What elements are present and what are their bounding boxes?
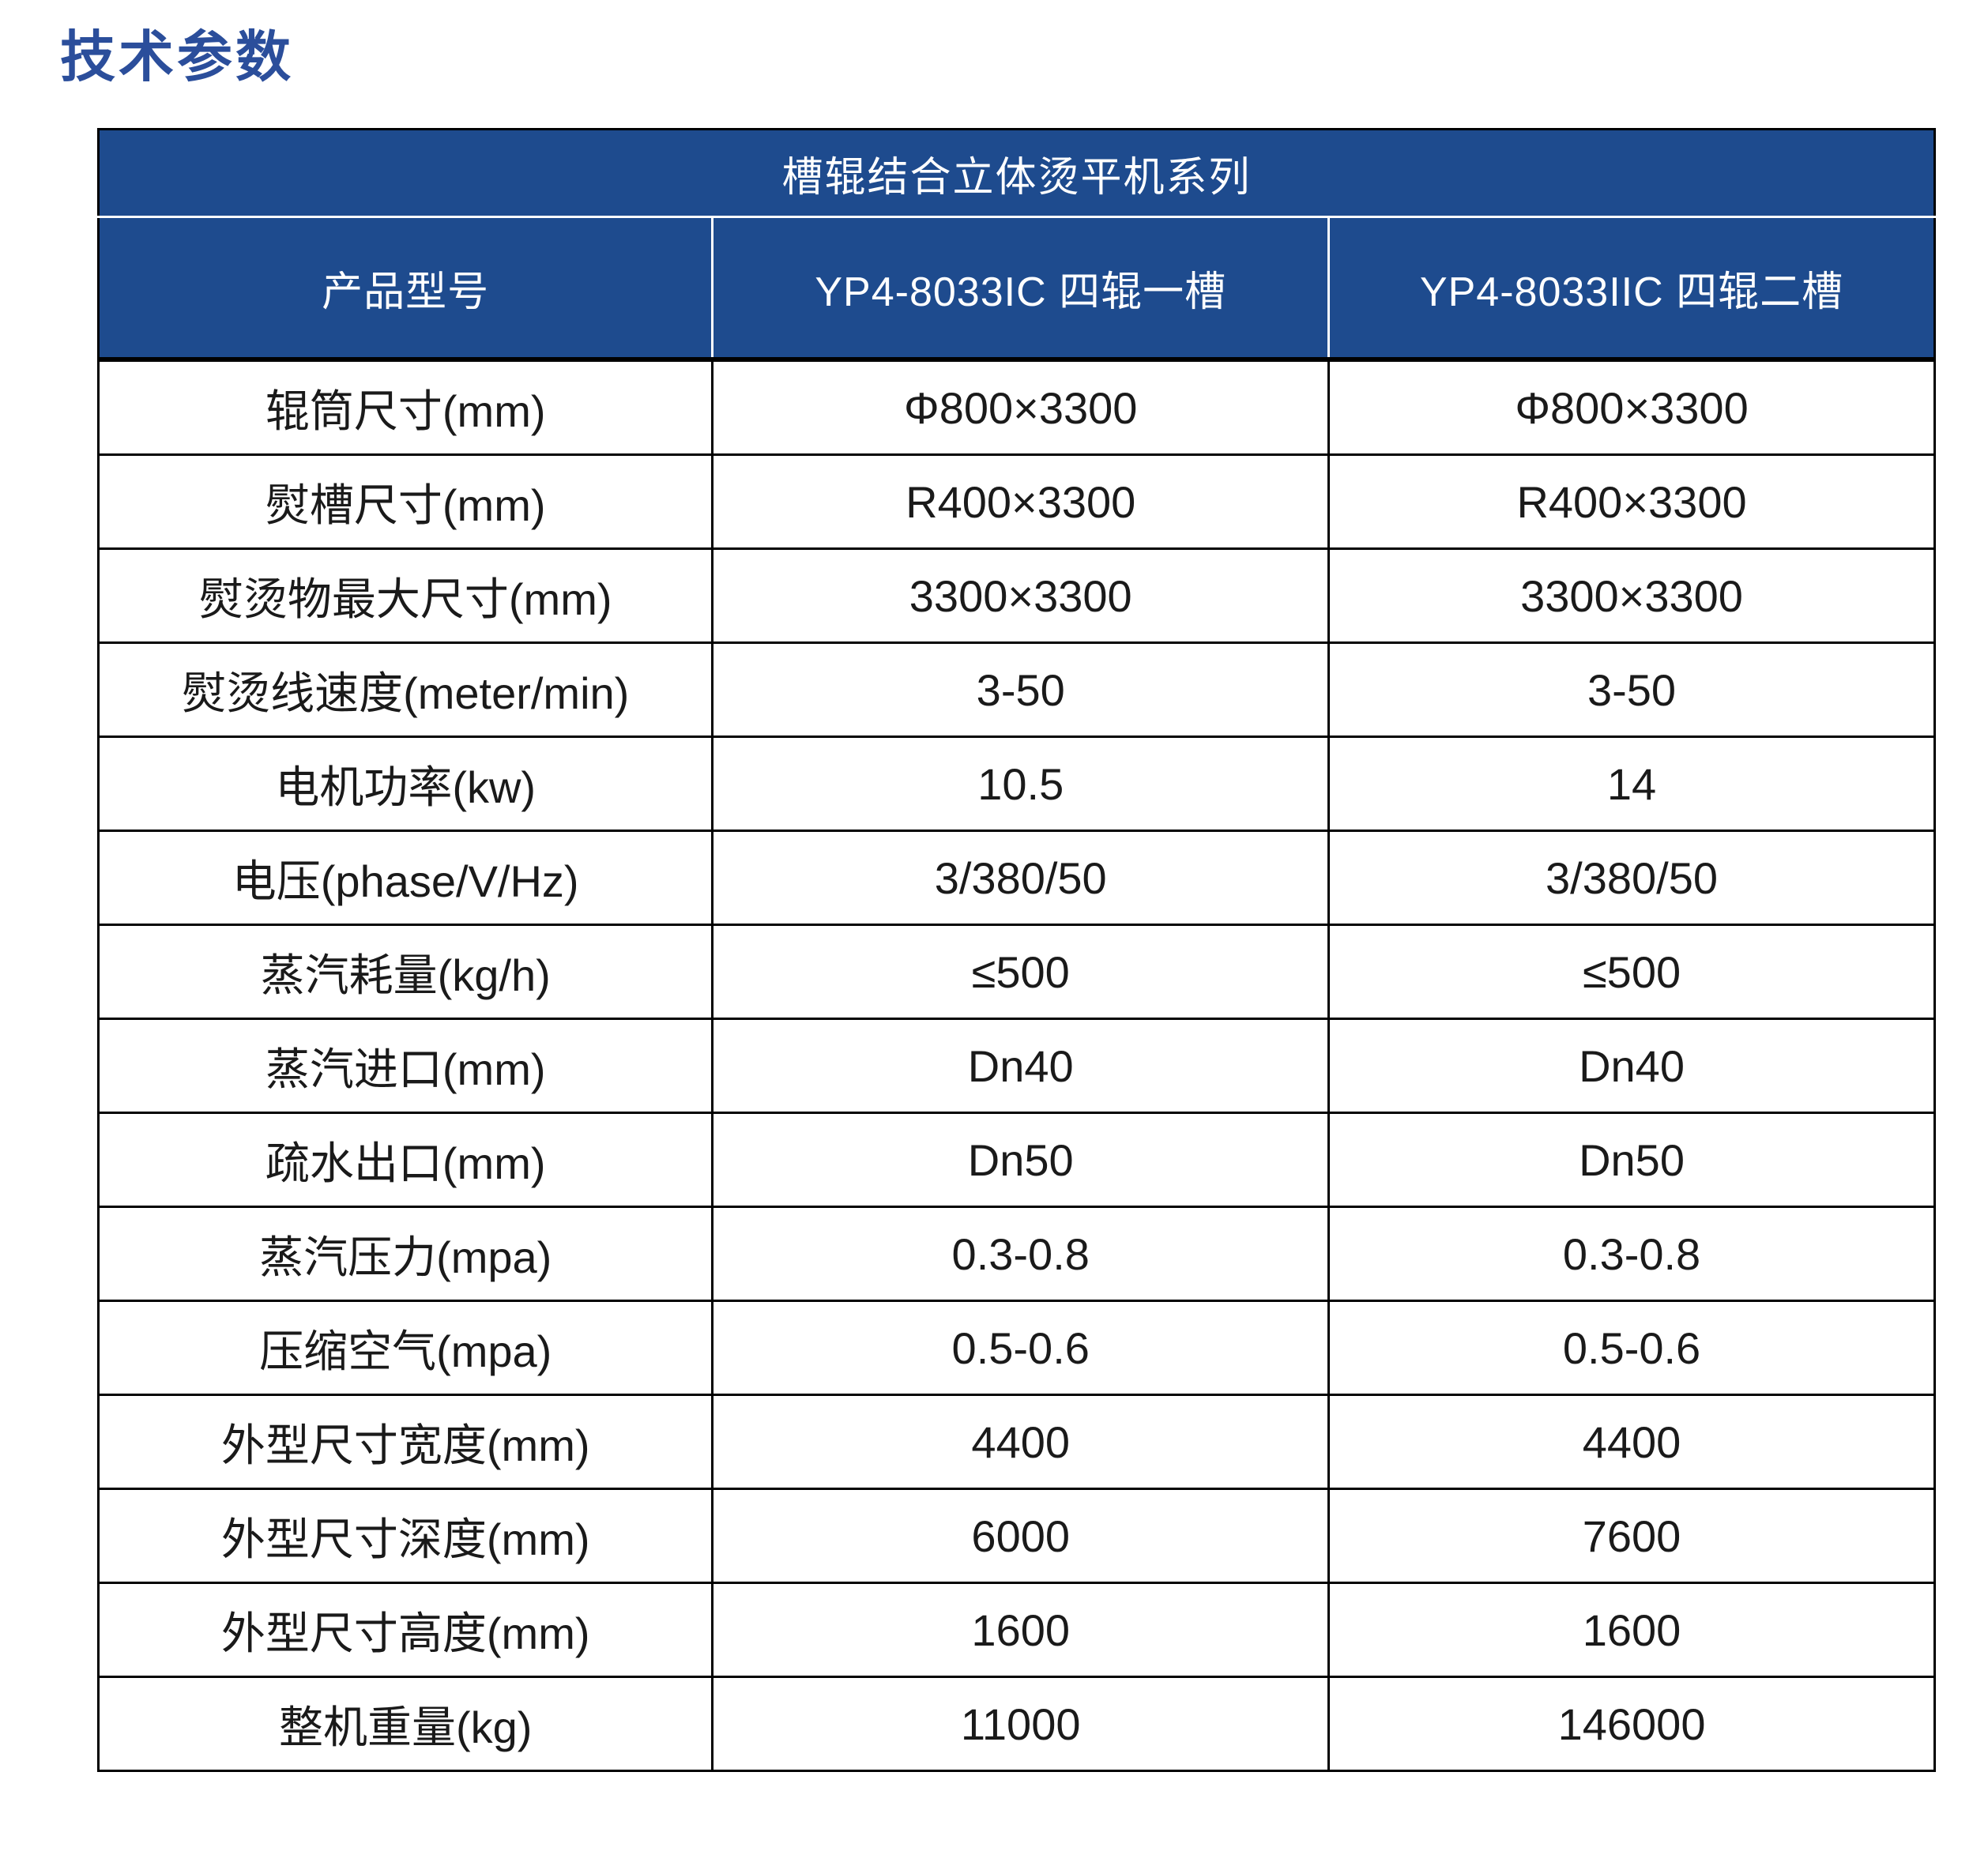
value-cell-yp4-8033iic: R400×3300 bbox=[1327, 453, 1935, 549]
series-header-row: 槽辊结合立体烫平机系列 bbox=[98, 129, 1935, 218]
value-cell-yp4-8033ic: 11000 bbox=[711, 1676, 1329, 1771]
value-cell-yp4-8033ic: 3-50 bbox=[711, 641, 1329, 737]
table-row: 电压(phase/V/Hz) 3/380/50 3/380/50 bbox=[98, 830, 1935, 925]
value-cell-yp4-8033iic: 7600 bbox=[1327, 1488, 1935, 1583]
value-cell-yp4-8033iic: 3300×3300 bbox=[1327, 547, 1935, 643]
param-label-cell: 外型尺寸宽度(mm) bbox=[98, 1394, 713, 1489]
value-cell-yp4-8033ic: 10.5 bbox=[711, 736, 1329, 831]
param-label-cell: 熨烫物最大尺寸(mm) bbox=[98, 547, 713, 643]
value-cell-yp4-8033ic: 6000 bbox=[711, 1488, 1329, 1583]
spec-table-header: 槽辊结合立体烫平机系列 产品型号 YP4-8033IC 四辊一槽 YP4-803… bbox=[98, 129, 1935, 362]
value-cell-yp4-8033ic: 3/380/50 bbox=[711, 830, 1329, 925]
param-label-cell: 电机功率(kw) bbox=[98, 736, 713, 831]
table-row: 疏水出口(mm) Dn50 Dn50 bbox=[98, 1112, 1935, 1207]
table-row: 外型尺寸深度(mm) 6000 7600 bbox=[98, 1488, 1935, 1583]
param-label-cell: 压缩空气(mpa) bbox=[98, 1300, 713, 1395]
param-label-cell: 辊筒尺寸(mm) bbox=[98, 358, 713, 455]
table-row: 电机功率(kw) 10.5 14 bbox=[98, 736, 1935, 831]
column-header-row: 产品型号 YP4-8033IC 四辊一槽 YP4-8033IIC 四辊二槽 bbox=[98, 216, 1935, 362]
param-label-cell: 疏水出口(mm) bbox=[98, 1112, 713, 1207]
table-row: 压缩空气(mpa) 0.5-0.6 0.5-0.6 bbox=[98, 1300, 1935, 1395]
value-cell-yp4-8033ic: 4400 bbox=[711, 1394, 1329, 1489]
value-cell-yp4-8033iic: 14 bbox=[1327, 736, 1935, 831]
column-header-model-yp4-8033iic: YP4-8033IIC 四辊二槽 bbox=[1327, 216, 1935, 362]
page-title: 技术参数 bbox=[60, 26, 294, 88]
param-label-cell: 蒸汽进口(mm) bbox=[98, 1018, 713, 1113]
value-cell-yp4-8033iic: 0.3-0.8 bbox=[1327, 1206, 1935, 1301]
value-cell-yp4-8033iic: 4400 bbox=[1327, 1394, 1935, 1489]
value-cell-yp4-8033iic: Dn50 bbox=[1327, 1112, 1935, 1207]
value-cell-yp4-8033ic: Dn40 bbox=[711, 1018, 1329, 1113]
value-cell-yp4-8033ic: R400×3300 bbox=[711, 453, 1329, 549]
table-row: 熨烫物最大尺寸(mm) 3300×3300 3300×3300 bbox=[98, 547, 1935, 643]
value-cell-yp4-8033ic: ≤500 bbox=[711, 924, 1329, 1019]
param-label-cell: 整机重量(kg) bbox=[98, 1676, 713, 1771]
param-label-cell: 蒸汽压力(mpa) bbox=[98, 1206, 713, 1301]
value-cell-yp4-8033iic: 0.5-0.6 bbox=[1327, 1300, 1935, 1395]
param-label-cell: 熨烫线速度(meter/min) bbox=[98, 641, 713, 737]
table-row: 蒸汽压力(mpa) 0.3-0.8 0.3-0.8 bbox=[98, 1206, 1935, 1301]
value-cell-yp4-8033ic: 1600 bbox=[711, 1582, 1329, 1677]
value-cell-yp4-8033iic: ≤500 bbox=[1327, 924, 1935, 1019]
table-row: 蒸汽进口(mm) Dn40 Dn40 bbox=[98, 1018, 1935, 1113]
value-cell-yp4-8033ic: 0.5-0.6 bbox=[711, 1300, 1329, 1395]
table-row: 整机重量(kg) 11000 146000 bbox=[98, 1676, 1935, 1771]
value-cell-yp4-8033iic: 146000 bbox=[1327, 1676, 1935, 1771]
value-cell-yp4-8033iic: 3-50 bbox=[1327, 641, 1935, 737]
table-row: 蒸汽耗量(kg/h) ≤500 ≤500 bbox=[98, 924, 1935, 1019]
column-header-model-yp4-8033ic: YP4-8033IC 四辊一槽 bbox=[711, 216, 1329, 362]
value-cell-yp4-8033iic: Dn40 bbox=[1327, 1018, 1935, 1113]
table-row: 熨槽尺寸(mm) R400×3300 R400×3300 bbox=[98, 453, 1935, 549]
value-cell-yp4-8033ic: 0.3-0.8 bbox=[711, 1206, 1329, 1301]
spec-table: 槽辊结合立体烫平机系列 产品型号 YP4-8033IC 四辊一槽 YP4-803… bbox=[97, 128, 1936, 1772]
table-row: 外型尺寸高度(mm) 1600 1600 bbox=[98, 1582, 1935, 1677]
param-label-cell: 外型尺寸深度(mm) bbox=[98, 1488, 713, 1583]
value-cell-yp4-8033iic: Φ800×3300 bbox=[1327, 358, 1935, 455]
value-cell-yp4-8033iic: 1600 bbox=[1327, 1582, 1935, 1677]
spec-table-body: 辊筒尺寸(mm) Φ800×3300 Φ800×3300 熨槽尺寸(mm) R400×3… bbox=[98, 358, 1935, 1771]
table-row: 辊筒尺寸(mm) Φ800×3300 Φ800×3300 bbox=[98, 358, 1935, 455]
page: 技术参数 槽辊结合立体烫平机系列 产品型号 YP4-8033IC 四辊一槽 YP… bbox=[0, 27, 1988, 1772]
column-header-product-model: 产品型号 bbox=[98, 216, 713, 362]
value-cell-yp4-8033iic: 3/380/50 bbox=[1327, 830, 1935, 925]
param-label-cell: 熨槽尺寸(mm) bbox=[98, 453, 713, 549]
param-label-cell: 电压(phase/V/Hz) bbox=[98, 830, 713, 925]
value-cell-yp4-8033ic: 3300×3300 bbox=[711, 547, 1329, 643]
value-cell-yp4-8033ic: Dn50 bbox=[711, 1112, 1329, 1207]
series-title: 槽辊结合立体烫平机系列 bbox=[98, 129, 1935, 218]
param-label-cell: 外型尺寸高度(mm) bbox=[98, 1582, 713, 1677]
value-cell-yp4-8033ic: Φ800×3300 bbox=[711, 358, 1329, 455]
table-row: 熨烫线速度(meter/min) 3-50 3-50 bbox=[98, 641, 1935, 737]
param-label-cell: 蒸汽耗量(kg/h) bbox=[98, 924, 713, 1019]
table-row: 外型尺寸宽度(mm) 4400 4400 bbox=[98, 1394, 1935, 1489]
